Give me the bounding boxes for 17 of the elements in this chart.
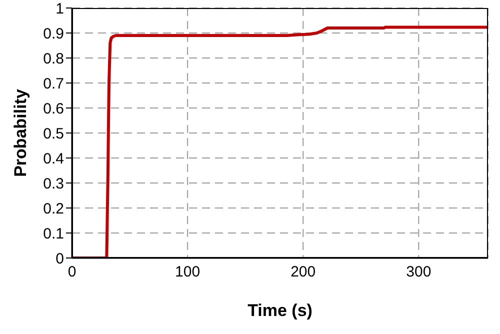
y-tick-label: 0.4 (43, 150, 64, 168)
y-tick-label: 0.3 (43, 175, 64, 192)
y-tick-label: 1 (56, 0, 64, 18)
y-axis-title: Probability (11, 88, 30, 177)
y-tick-label: 0.7 (43, 75, 64, 92)
x-tick-label: 100 (175, 264, 200, 281)
x-axis-title: Time (s) (248, 301, 312, 320)
y-tick-label: 0.5 (43, 125, 64, 142)
y-tick-label: 0.2 (43, 200, 64, 218)
y-tick-label: 0.9 (43, 25, 64, 42)
y-tick-label: 0.8 (43, 50, 64, 68)
y-tick-label: 0.1 (43, 225, 64, 242)
x-tick-label: 300 (406, 264, 432, 281)
y-tick-label: 0.6 (43, 100, 64, 118)
y-tick-label: 0 (56, 250, 64, 268)
x-tick-label: 0 (68, 264, 76, 281)
x-tick-label: 200 (290, 264, 316, 281)
